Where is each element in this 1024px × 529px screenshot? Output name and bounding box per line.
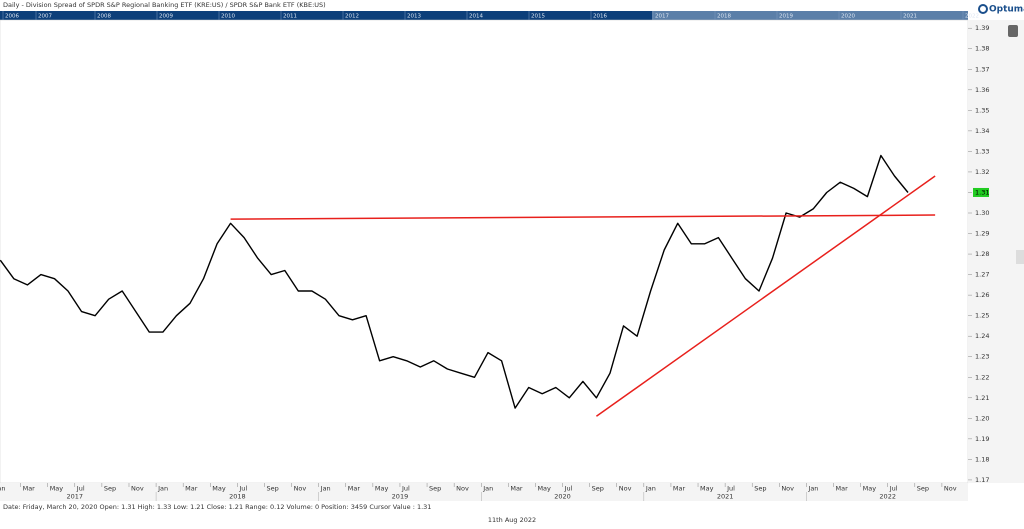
- navigator-year: 2018: [717, 14, 731, 20]
- y-tick-label: 1.38: [975, 45, 989, 53]
- navigator-year: 2020: [841, 14, 855, 20]
- y-tick-label: 1.33: [975, 147, 989, 155]
- y-tick-label: 1.37: [975, 65, 989, 73]
- last-value-label: 1.31: [975, 188, 989, 196]
- x-tick-label: Nov: [294, 485, 307, 493]
- x-tick-label: Nov: [619, 485, 632, 493]
- y-tick-label: 1.17: [975, 476, 989, 484]
- x-tick-label: May: [537, 485, 551, 493]
- x-tick-label: Sep: [266, 485, 278, 493]
- x-tick-label: Jan: [645, 485, 656, 493]
- y-tick-label: 1.24: [975, 332, 989, 340]
- navigator-year: 2008: [97, 14, 111, 20]
- y-tick-label: 1.25: [975, 312, 989, 320]
- y-tick-label: 1.29: [975, 230, 989, 238]
- x-tick-label: Jul: [76, 485, 85, 493]
- chart-title: Daily - Division Spread of SPDR S&P Regi…: [3, 1, 326, 9]
- y-axis-panel: [968, 20, 1024, 483]
- date-stamp: 11th Aug 2022: [488, 516, 536, 524]
- x-tick-label: Jul: [889, 485, 898, 493]
- navigator-year: 2011: [283, 14, 297, 20]
- year-label: 2019: [392, 493, 409, 501]
- x-tick-label: Jan: [807, 485, 818, 493]
- year-label: 2022: [879, 493, 896, 501]
- x-tick-label: Nov: [131, 485, 144, 493]
- x-axis-panel: [0, 483, 968, 501]
- logo: Optuma: [989, 5, 1024, 15]
- x-tick-label: Mar: [510, 485, 523, 493]
- navigator-year: 2009: [159, 14, 173, 20]
- x-tick-label: Jul: [726, 485, 735, 493]
- navigator-year: 2016: [593, 14, 607, 20]
- navigator[interactable]: [0, 11, 968, 20]
- logo-icon: [978, 4, 988, 14]
- x-tick-label: Jul: [564, 485, 573, 493]
- x-tick-label: Mar: [836, 485, 849, 493]
- navigator-year: 2019: [779, 14, 793, 20]
- x-tick-label: Sep: [754, 485, 766, 493]
- navigator-year: 2022: [965, 14, 979, 20]
- x-tick-label: May: [700, 485, 714, 493]
- price-line: [0, 154, 909, 409]
- navigator-year: 2015: [531, 14, 545, 20]
- navigator-year: 2021: [903, 14, 917, 20]
- x-tick-label: May: [50, 485, 64, 493]
- navigator-window[interactable]: [652, 11, 968, 20]
- status-bar: Date: Friday, March 20, 2020 Open: 1.31 …: [3, 503, 431, 511]
- x-tick-label: Jul: [238, 485, 247, 493]
- navigator-year: 2006: [5, 14, 19, 20]
- y-tick-label: 1.34: [975, 127, 989, 135]
- y-tick-label: 1.36: [975, 86, 989, 94]
- collapse-button[interactable]: [1016, 250, 1024, 264]
- x-tick-label: Nov: [944, 485, 957, 493]
- x-tick-label: Nov: [456, 485, 469, 493]
- navigator-year: 2012: [345, 14, 359, 20]
- x-tick-label: Jan: [157, 485, 168, 493]
- x-tick-label: Mar: [673, 485, 686, 493]
- navigator-year: 2014: [469, 14, 483, 20]
- year-label: 2018: [229, 493, 246, 501]
- x-tick-label: Mar: [348, 485, 361, 493]
- navigator-year: 2017: [655, 14, 669, 20]
- x-tick-label: Jan: [482, 485, 493, 493]
- trendline: [230, 214, 936, 220]
- x-tick-label: Sep: [592, 485, 604, 493]
- plot-area: [0, 19, 969, 484]
- x-tick-label: Nov: [781, 485, 794, 493]
- y-tick-label: 1.39: [975, 24, 989, 32]
- y-tick-label: 1.28: [975, 250, 989, 258]
- navigator-year: 2010: [221, 14, 235, 20]
- y-tick-label: 1.35: [975, 106, 989, 114]
- x-tick-label: Mar: [185, 485, 198, 493]
- x-tick-label: Sep: [429, 485, 441, 493]
- y-tick-label: 1.18: [975, 455, 989, 463]
- x-tick-label: May: [212, 485, 226, 493]
- navigator-year: 2007: [38, 14, 52, 20]
- year-label: 2021: [717, 493, 734, 501]
- lock-button[interactable]: [1008, 25, 1018, 37]
- x-tick-label: Sep: [104, 485, 116, 493]
- x-tick-label: Jan: [0, 485, 6, 493]
- year-label: 2020: [554, 493, 571, 501]
- x-tick-label: Sep: [917, 485, 929, 493]
- y-tick-label: 1.30: [975, 209, 989, 217]
- y-tick-label: 1.27: [975, 271, 989, 279]
- x-tick-label: Jan: [320, 485, 331, 493]
- y-tick-label: 1.22: [975, 373, 989, 381]
- navigator-year: 2013: [407, 14, 421, 20]
- y-tick-label: 1.32: [975, 168, 989, 176]
- y-tick-label: 1.26: [975, 291, 989, 299]
- x-tick-label: Jul: [401, 485, 410, 493]
- y-tick-label: 1.23: [975, 353, 989, 361]
- y-tick-label: 1.20: [975, 414, 989, 422]
- x-tick-label: May: [375, 485, 389, 493]
- x-tick-label: May: [863, 485, 877, 493]
- y-tick-label: 1.19: [975, 435, 989, 443]
- x-tick-label: Mar: [23, 485, 36, 493]
- year-label: 2017: [67, 493, 84, 501]
- last-value-flag: [973, 187, 989, 197]
- trendline: [595, 175, 936, 417]
- y-tick-label: 1.21: [975, 394, 989, 402]
